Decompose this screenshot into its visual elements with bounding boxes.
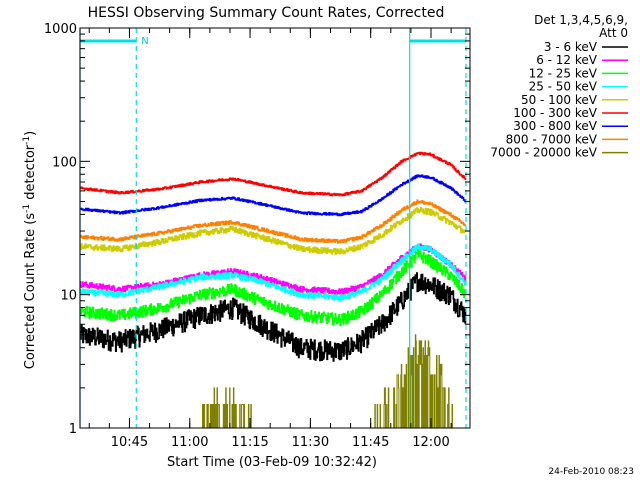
legend-label: 12 - 25 keV xyxy=(529,66,598,80)
series-300-800kev xyxy=(80,174,467,217)
series-800-7000kev xyxy=(80,199,467,244)
series-3-6kev xyxy=(80,272,467,362)
y-axis: 1 10 100 1000 xyxy=(44,22,470,437)
series-line xyxy=(80,248,467,327)
legend-label: 800 - 7000 keV xyxy=(506,132,598,146)
plot-frame xyxy=(79,27,471,429)
series-6-12kev xyxy=(80,243,467,295)
series-7000-20000kev xyxy=(200,334,454,428)
x-axis-label: Start Time (03-Feb-09 10:32:42) xyxy=(167,455,377,470)
legend-label: 100 - 300 keV xyxy=(513,106,597,120)
legend-label: 300 - 800 keV xyxy=(513,119,597,133)
series-line xyxy=(80,174,467,217)
legend-header-attenuator: Att 0 xyxy=(599,26,628,40)
y-label-main: Corrected Count Rate (s xyxy=(23,213,38,370)
chart-title: HESSI Observing Summary Count Rates, Cor… xyxy=(88,5,445,21)
x-tick-label: 11:30 xyxy=(292,435,329,450)
y-axis-label: Corrected Count Rate (s-1 detector-1) xyxy=(22,131,38,369)
y-tick-label: 10 xyxy=(60,289,77,304)
y-label-mid: detector xyxy=(23,144,38,204)
series-line xyxy=(80,207,467,255)
legend-label: 7000 - 20000 keV xyxy=(490,146,597,160)
series-line xyxy=(80,243,467,301)
legend-label: 50 - 100 keV xyxy=(521,93,598,107)
series-line xyxy=(200,334,454,428)
x-axis: 10:45 11:00 11:15 11:30 11:45 12:00 xyxy=(88,28,452,450)
x-tick-label: 11:45 xyxy=(352,435,389,450)
legend-header-detectors: Det 1,3,4,5,6,9, xyxy=(534,13,628,27)
y-label-sup-1: -1 xyxy=(22,204,32,213)
x-tick-label: 10:45 xyxy=(111,435,148,450)
series-12-25kev xyxy=(80,248,467,327)
y-tick-label: 1 xyxy=(69,422,77,437)
y-label-sup-2: -1 xyxy=(22,136,32,145)
y-tick-label: 1000 xyxy=(44,22,77,37)
series-100-300kev xyxy=(80,151,467,197)
legend-label: 3 - 6 keV xyxy=(544,40,598,54)
x-tick-label: 12:00 xyxy=(412,435,449,450)
x-tick-label: 11:15 xyxy=(231,435,268,450)
series-line xyxy=(80,243,467,295)
legend-label: 25 - 50 keV xyxy=(529,80,598,94)
x-tick-label: 11:00 xyxy=(171,435,208,450)
series-line xyxy=(80,151,467,197)
series-25-50kev xyxy=(80,243,467,301)
legend-label: 6 - 12 keV xyxy=(536,53,598,67)
flag-label: N xyxy=(141,36,148,47)
series-line xyxy=(80,272,467,362)
series-line xyxy=(80,199,467,244)
series-50-100kev xyxy=(80,207,467,255)
y-label-end: ) xyxy=(23,131,38,136)
series-layer xyxy=(80,151,467,428)
timestamp: 24-Feb-2010 08:23 xyxy=(548,467,634,477)
y-tick-label: 100 xyxy=(52,155,77,170)
